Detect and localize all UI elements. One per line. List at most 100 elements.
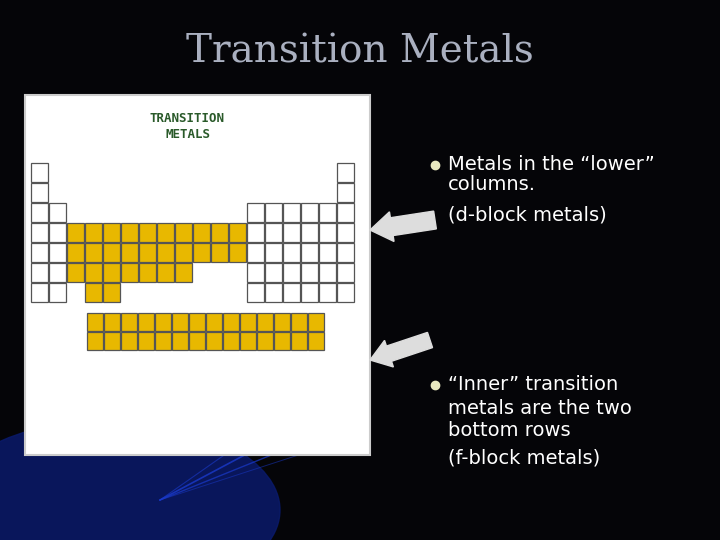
Bar — [31, 203, 48, 222]
Bar — [291, 332, 307, 350]
Bar — [85, 243, 102, 262]
Text: bottom rows: bottom rows — [448, 422, 571, 441]
Bar — [31, 283, 48, 302]
FancyArrow shape — [370, 211, 436, 241]
Bar — [157, 223, 174, 242]
Bar — [301, 223, 318, 242]
Bar — [121, 243, 138, 262]
Text: Metals in the “lower”: Metals in the “lower” — [448, 156, 654, 174]
Bar — [337, 203, 354, 222]
Bar — [67, 223, 84, 242]
Bar — [247, 243, 264, 262]
Bar — [104, 313, 120, 331]
Text: Transition Metals: Transition Metals — [186, 33, 534, 71]
Bar — [103, 223, 120, 242]
Bar — [85, 263, 102, 282]
Bar — [139, 263, 156, 282]
Bar — [337, 263, 354, 282]
Bar — [274, 313, 290, 331]
Bar — [121, 332, 137, 350]
Bar — [193, 223, 210, 242]
Bar — [308, 332, 324, 350]
Text: metals are the two: metals are the two — [448, 399, 632, 417]
Bar — [103, 283, 120, 302]
Bar — [223, 332, 239, 350]
FancyArrow shape — [370, 333, 433, 367]
Bar — [87, 332, 103, 350]
Text: (d-block metals): (d-block metals) — [448, 206, 607, 225]
Bar — [257, 332, 273, 350]
Bar — [301, 283, 318, 302]
Bar — [138, 332, 154, 350]
Bar — [257, 313, 273, 331]
Bar — [49, 263, 66, 282]
Bar — [155, 313, 171, 331]
Bar — [247, 263, 264, 282]
Bar — [121, 263, 138, 282]
Bar — [25, 95, 370, 455]
Ellipse shape — [0, 420, 280, 540]
Bar — [103, 263, 120, 282]
Bar — [31, 183, 48, 202]
Bar — [301, 243, 318, 262]
Bar — [319, 263, 336, 282]
Bar — [240, 332, 256, 350]
Bar — [265, 243, 282, 262]
Bar — [206, 332, 222, 350]
Text: (f-block metals): (f-block metals) — [448, 449, 600, 468]
Bar — [283, 203, 300, 222]
Bar — [283, 223, 300, 242]
Bar — [175, 263, 192, 282]
Bar — [172, 332, 188, 350]
Bar — [291, 313, 307, 331]
Bar — [211, 243, 228, 262]
Bar — [211, 223, 228, 242]
Bar — [229, 223, 246, 242]
Bar — [229, 243, 246, 262]
Bar — [283, 263, 300, 282]
Bar — [172, 313, 188, 331]
Text: TRANSITION
METALS: TRANSITION METALS — [150, 112, 225, 141]
Bar — [301, 203, 318, 222]
Bar — [49, 283, 66, 302]
Bar — [175, 243, 192, 262]
Bar — [121, 313, 137, 331]
Bar — [31, 243, 48, 262]
Bar — [337, 163, 354, 182]
Bar — [319, 203, 336, 222]
Bar — [319, 243, 336, 262]
Bar — [139, 243, 156, 262]
Bar — [157, 263, 174, 282]
Bar — [274, 332, 290, 350]
Bar — [67, 263, 84, 282]
Text: columns.: columns. — [448, 176, 536, 194]
Bar — [85, 283, 102, 302]
Bar — [223, 313, 239, 331]
Bar — [138, 313, 154, 331]
Bar — [175, 223, 192, 242]
Bar — [104, 332, 120, 350]
Bar — [31, 223, 48, 242]
Bar — [85, 223, 102, 242]
Bar — [301, 263, 318, 282]
Bar — [337, 223, 354, 242]
Bar — [189, 332, 205, 350]
Bar — [265, 223, 282, 242]
Bar — [319, 223, 336, 242]
Bar — [337, 183, 354, 202]
Bar — [247, 203, 264, 222]
Bar — [155, 332, 171, 350]
Text: “Inner” transition: “Inner” transition — [448, 375, 618, 395]
Bar — [319, 283, 336, 302]
Bar — [87, 313, 103, 331]
Bar — [157, 243, 174, 262]
Bar — [240, 313, 256, 331]
Bar — [49, 223, 66, 242]
Bar — [265, 203, 282, 222]
Bar — [283, 243, 300, 262]
Bar — [121, 223, 138, 242]
Bar — [337, 283, 354, 302]
Bar — [265, 263, 282, 282]
Bar — [308, 313, 324, 331]
Bar — [103, 243, 120, 262]
